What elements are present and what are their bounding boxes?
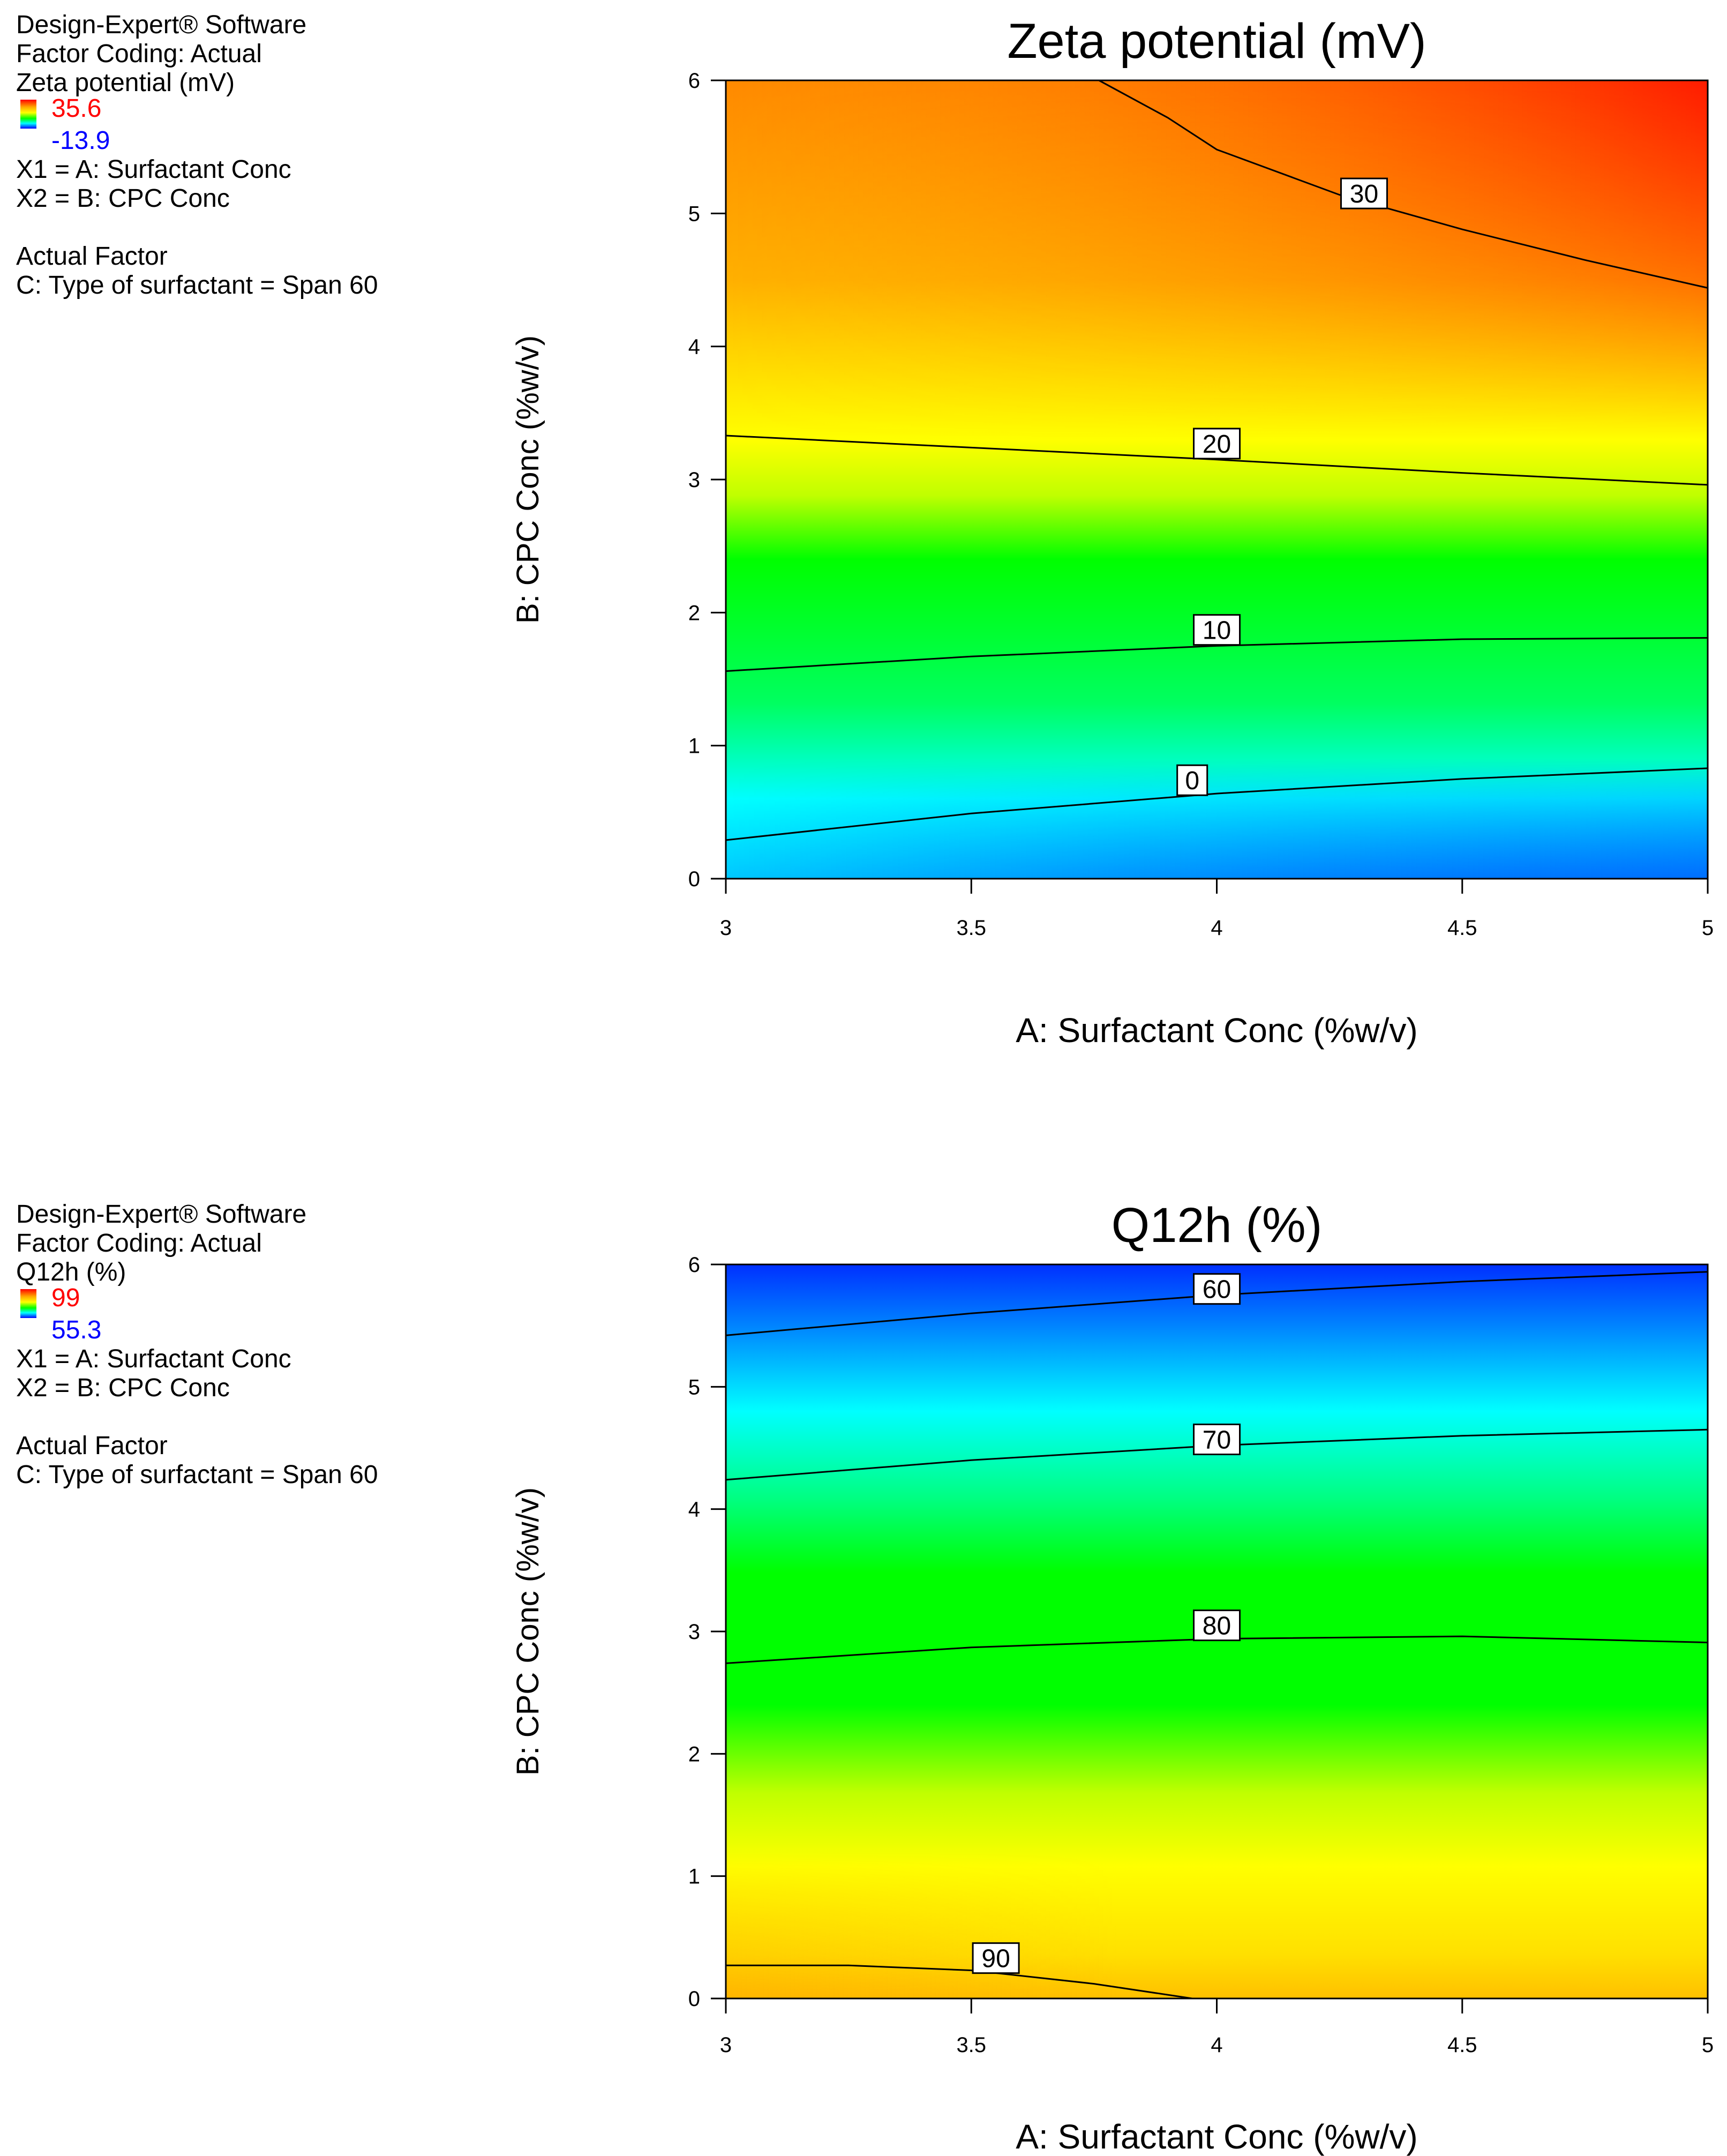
factor-x2-label: X2 = B: CPC Conc — [16, 1374, 230, 1402]
x-tick-label: 5 — [1702, 916, 1714, 940]
y-tick-label: 5 — [688, 1375, 700, 1399]
x-tick-label: 4 — [1211, 916, 1222, 940]
software-label: Design-Expert® Software — [16, 11, 307, 39]
response-label: Q12h (%) — [16, 1258, 126, 1286]
contour-label-box-70 — [1193, 1424, 1241, 1456]
chart-title: Q12h (%) — [1112, 1198, 1323, 1253]
response-label: Zeta potential (mV) — [16, 69, 235, 97]
contour-surface — [726, 80, 1708, 879]
contour-line-20 — [725, 435, 1708, 486]
y-tick-label: 0 — [688, 1987, 700, 2011]
contour-label-0: 0 — [1185, 767, 1199, 795]
factor-c-label: C: Type of surfactant = Span 60 — [16, 271, 378, 300]
y-axis-label: B: CPC Conc (%w/v) — [510, 335, 545, 624]
contour-label-box-80 — [1193, 1609, 1241, 1642]
y-tick-label: 3 — [688, 1620, 700, 1644]
contour-label-80: 80 — [1203, 1612, 1231, 1641]
chart-title: Zeta potential (mV) — [1007, 14, 1426, 69]
legend-gradient-bar — [20, 100, 36, 129]
x-tick-label: 4.5 — [1447, 2033, 1477, 2057]
legend-max-value: 35.6 — [51, 94, 102, 123]
contour-label-20: 20 — [1203, 430, 1231, 459]
y-tick-label: 2 — [688, 1742, 700, 1766]
x-tick-label: 4 — [1211, 2033, 1222, 2057]
actual-factor-heading: Actual Factor — [16, 242, 168, 271]
x-tick-label: 3 — [720, 2033, 732, 2057]
coding-label: Factor Coding: Actual — [16, 40, 262, 68]
x-tick-label: 3 — [720, 916, 732, 940]
legend-max-value: 99 — [51, 1284, 80, 1312]
x-axis-label: A: Surfactant Conc (%w/v) — [1016, 1011, 1417, 1050]
y-tick-label: 4 — [688, 1498, 700, 1522]
contour-label-90: 90 — [981, 1945, 1010, 1973]
factor-c-label: C: Type of surfactant = Span 60 — [16, 1461, 378, 1489]
contour-label-10: 10 — [1203, 617, 1231, 645]
coding-label: Factor Coding: Actual — [16, 1229, 262, 1257]
contour-line-0 — [725, 767, 1708, 841]
chart-q12h: Q12h (%) 60 70 80 90 3 3.5 4 4.5 5 0 1 2 3 4 5 6 A: Surfa… — [510, 1198, 1714, 2156]
actual-factor-heading: Actual Factor — [16, 1432, 168, 1460]
software-label: Design-Expert® Software — [16, 1200, 307, 1229]
y-tick-label: 3 — [688, 468, 700, 492]
contour-label-60: 60 — [1203, 1276, 1231, 1304]
contour-label-box-30 — [1340, 177, 1388, 209]
info-panel-zeta: Design-Expert® Software Factor Coding: A… — [16, 11, 378, 300]
contour-label-box-20 — [1193, 428, 1241, 460]
legend-min-value: -13.9 — [51, 126, 110, 155]
contour-line-10 — [725, 637, 1708, 672]
x-tick-label: 5 — [1702, 2033, 1714, 2057]
legend-min-value: 55.3 — [51, 1316, 102, 1344]
contour-label-30: 30 — [1350, 180, 1378, 208]
surface-blue-tint — [726, 80, 1708, 879]
legend-gradient-bar — [20, 1289, 36, 1318]
chart-zeta-potential: Zeta potential (mV) 30 20 10 0 3 3.5 4 4.5 5 0 1 2 3 4… — [510, 14, 1714, 1050]
contour-label-box-90 — [972, 1942, 1020, 1974]
contour-label-box-0 — [1176, 764, 1208, 796]
x-tick-label: 3.5 — [956, 916, 986, 940]
factor-x1-label: X1 = A: Surfactant Conc — [16, 1345, 291, 1373]
color-legend: 35.6 -13.9 — [16, 94, 378, 155]
y-tick-label: 6 — [688, 1253, 700, 1277]
contour-line-90 — [726, 1964, 1192, 2000]
y-tick-label: 2 — [688, 601, 700, 625]
info-panel-q12h: Design-Expert® Software Factor Coding: A… — [16, 1200, 378, 1489]
x-axis-label: A: Surfactant Conc (%w/v) — [1016, 2117, 1417, 2156]
contour-label-box-10 — [1193, 614, 1241, 646]
color-legend: 99 55.3 — [16, 1284, 378, 1344]
y-tick-label: 4 — [688, 335, 700, 359]
contour-label-70: 70 — [1203, 1426, 1231, 1455]
y-axis-label: B: CPC Conc (%w/v) — [510, 1487, 545, 1776]
y-tick-label: 5 — [688, 202, 700, 226]
y-tick-label: 6 — [688, 69, 700, 93]
x-tick-label: 4.5 — [1447, 916, 1477, 940]
y-tick-label: 0 — [688, 867, 700, 891]
contour-label-box-60 — [1193, 1273, 1241, 1305]
y-tick-label: 1 — [688, 1865, 700, 1889]
y-tick-label: 1 — [688, 735, 700, 758]
x-tick-label: 3.5 — [956, 2033, 986, 2057]
contour-line-30 — [1098, 79, 1708, 289]
factor-x1-label: X1 = A: Surfactant Conc — [16, 155, 291, 184]
factor-x2-label: X2 = B: CPC Conc — [16, 184, 230, 213]
